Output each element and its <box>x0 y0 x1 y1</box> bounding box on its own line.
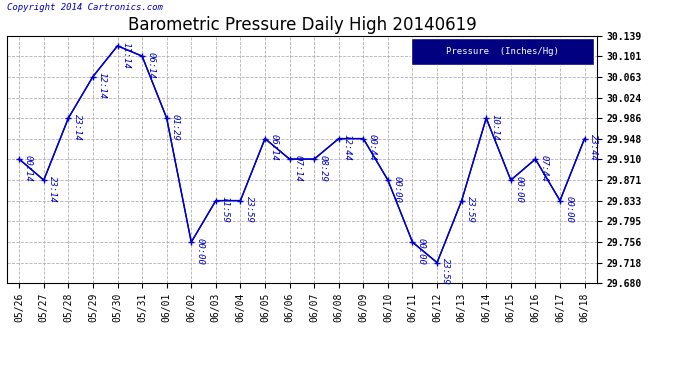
Text: 07:14: 07:14 <box>294 155 303 182</box>
Text: 10:14: 10:14 <box>491 114 500 141</box>
Text: 23:14: 23:14 <box>48 176 57 203</box>
FancyBboxPatch shape <box>411 38 594 65</box>
Title: Barometric Pressure Daily High 20140619: Barometric Pressure Daily High 20140619 <box>128 16 476 34</box>
Text: 00:44: 00:44 <box>368 135 377 161</box>
Text: 23:59: 23:59 <box>244 196 254 223</box>
Text: 00:00: 00:00 <box>515 176 524 203</box>
Text: 08:29: 08:29 <box>318 155 327 182</box>
Text: 12:14: 12:14 <box>97 72 106 99</box>
Text: 23:59: 23:59 <box>466 196 475 223</box>
Text: 23:44: 23:44 <box>589 135 598 161</box>
Text: 11:59: 11:59 <box>220 196 229 223</box>
Text: 12:44: 12:44 <box>343 135 352 161</box>
Text: 06:14: 06:14 <box>269 135 278 161</box>
Text: Copyright 2014 Cartronics.com: Copyright 2014 Cartronics.com <box>7 3 163 12</box>
Text: 06:14: 06:14 <box>146 52 155 79</box>
Text: 07:44: 07:44 <box>540 155 549 182</box>
Text: 00:00: 00:00 <box>195 238 204 265</box>
Text: 00:00: 00:00 <box>417 238 426 265</box>
Text: 23:59: 23:59 <box>441 258 451 285</box>
Text: Pressure  (Inches/Hg): Pressure (Inches/Hg) <box>446 47 559 56</box>
Text: 11:14: 11:14 <box>121 42 130 69</box>
Text: 01:29: 01:29 <box>171 114 180 141</box>
Text: 23:14: 23:14 <box>72 114 81 141</box>
Text: 00:00: 00:00 <box>564 196 573 223</box>
Text: 00:00: 00:00 <box>392 176 401 203</box>
Text: 00:14: 00:14 <box>23 155 32 182</box>
